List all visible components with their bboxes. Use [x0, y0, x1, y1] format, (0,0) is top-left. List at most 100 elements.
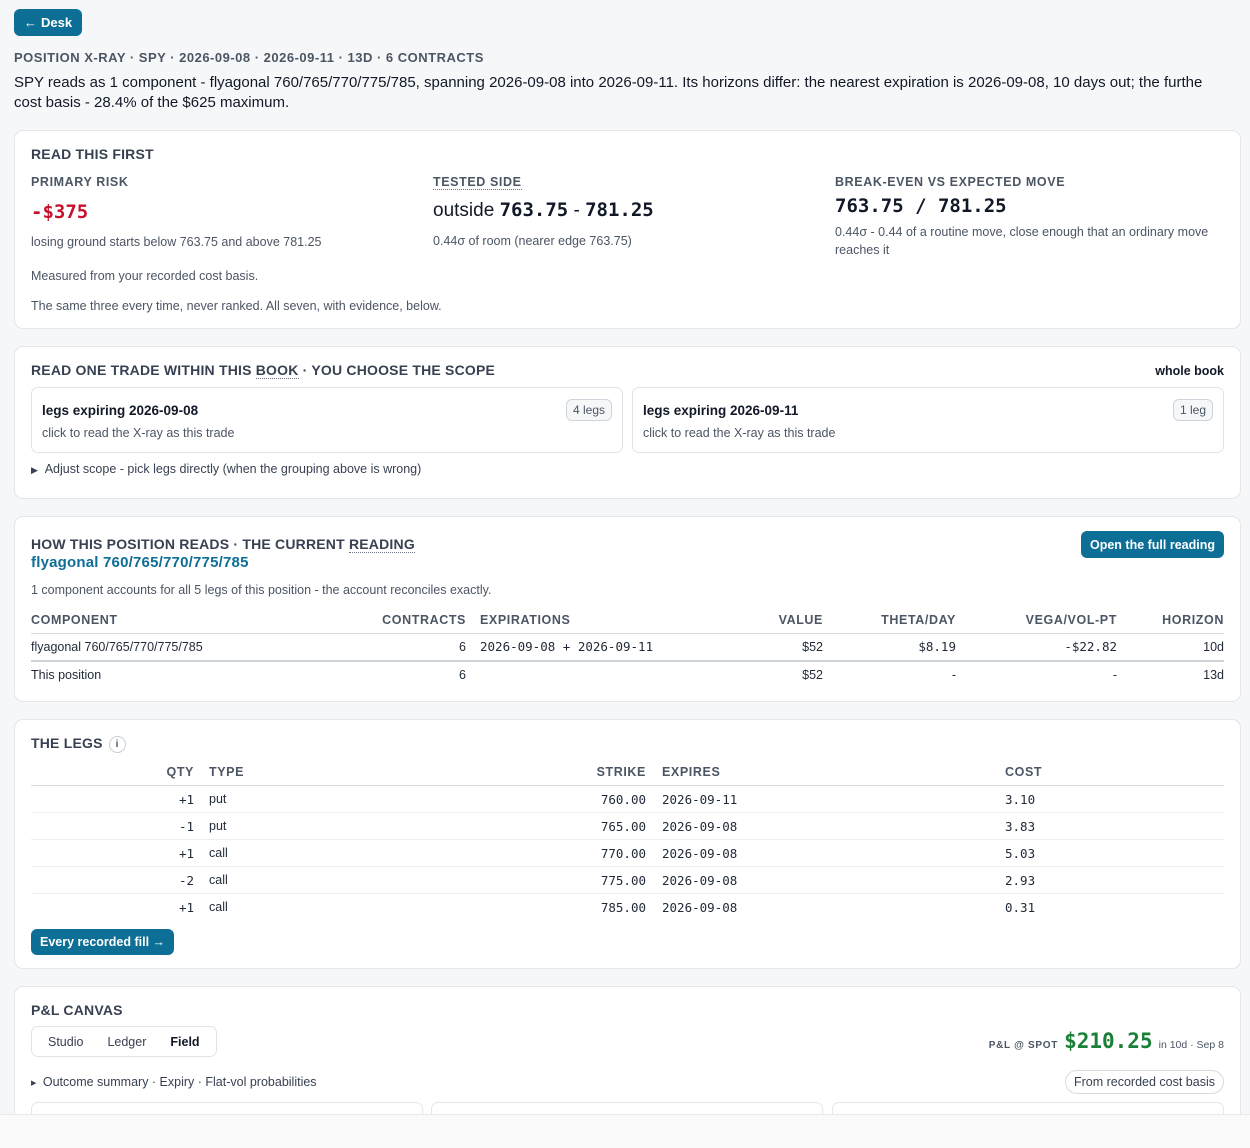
pnl-at-spot: P&L @ SPOT $210.25 in 10d · Sep 8 — [989, 1029, 1224, 1053]
scope-option-0908[interactable]: legs expiring 2026-09-08 click to read t… — [31, 387, 623, 453]
total-horizon-cell: 13d — [1203, 667, 1224, 682]
leg-row[interactable]: +1 call 785.00 2026-09-08 0.31 — [31, 894, 1224, 921]
breakeven-note: 0.44σ - 0.44 of a routine move, close en… — [835, 225, 1209, 257]
whole-book-link[interactable]: whole book — [1155, 364, 1224, 378]
adjust-scope-toggle[interactable]: ▶ Adjust scope - pick legs directly (whe… — [31, 462, 421, 476]
adjust-scope-label: Adjust scope - pick legs directly (when … — [44, 462, 422, 476]
cost-basis-chip[interactable]: From recorded cost basis — [1064, 1070, 1224, 1094]
info-icon[interactable]: i — [108, 736, 126, 753]
strike-cell: 785.00 — [600, 899, 646, 915]
col-qty: QTY — [31, 765, 194, 786]
qty-cell: +1 — [31, 839, 194, 867]
legs-table: QTY TYPE STRIKE EXPIRES COST +1 put 760.… — [31, 765, 1224, 921]
pnl-spot-when: in 10d · Sep 8 — [1158, 1039, 1224, 1051]
expires-cell: 2026-09-11 — [646, 785, 1005, 813]
scope-title-a: READ ONE TRADE WITHIN THIS — [31, 362, 252, 378]
total-row: This position 6 $52 - - 13d — [31, 661, 1224, 688]
scope-option-0911[interactable]: legs expiring 2026-09-11 click to read t… — [632, 387, 1224, 453]
tab-field[interactable]: Field — [170, 1034, 200, 1049]
tab-studio[interactable]: Studio — [48, 1034, 84, 1049]
scope-title: READ ONE TRADE WITHIN THIS BOOK · YOU CH… — [31, 362, 495, 379]
reading-card: HOW THIS POSITION READS · THE CURRENT RE… — [14, 516, 1241, 702]
strike-cell: 760.00 — [584, 785, 646, 813]
cost-cell: 0.31 — [1005, 899, 1036, 915]
tested-side-prefix: outside — [433, 200, 495, 221]
strike-cell: 765.00 — [584, 812, 646, 840]
qty-cell: +1 — [31, 785, 194, 813]
primary-risk-value: -$375 — [31, 201, 89, 223]
scope-title-book[interactable]: BOOK — [255, 362, 299, 379]
primary-risk-label: PRIMARY RISK — [31, 175, 129, 189]
type-cell: call — [194, 839, 584, 867]
vega-cell: -$22.82 — [956, 633, 1117, 662]
tab-ledger[interactable]: Ledger — [107, 1034, 147, 1049]
tested-side-block: TESTED SIDE outside 763.75 - 781.25 0.44… — [433, 175, 813, 250]
primary-risk-block: PRIMARY RISK -$375 losing ground starts … — [31, 175, 411, 251]
scope-option-title: legs expiring 2026-09-08 — [42, 403, 199, 418]
reading-structure-link[interactable]: flyagonal 760/765/770/775/785 — [31, 554, 249, 571]
arrow-left-icon: ← — [24, 15, 37, 30]
pnl-canvas-title: P&L CANVAS — [31, 1002, 123, 1018]
read-first-title: READ THIS FIRST — [31, 146, 154, 162]
value-cell: $52 — [686, 633, 823, 662]
reading-title: HOW THIS POSITION READS · THE CURRENT RE… — [31, 536, 415, 553]
type-cell: put — [194, 785, 584, 813]
open-full-reading-button[interactable]: Open the full reading — [1080, 531, 1224, 558]
tested-side-value: outside 763.75 - 781.25 — [433, 199, 813, 222]
expires-cell: 2026-09-08 — [646, 866, 1005, 894]
components-table: COMPONENT CONTRACTS EXPIRATIONS VALUE TH… — [31, 613, 1224, 688]
bottom-fade-overlay — [0, 1114, 1250, 1148]
type-cell: call — [209, 900, 228, 915]
outcome-summary-toggle[interactable]: ▶ Outcome summary · Expiry · Flat-vol pr… — [31, 1075, 317, 1089]
total-component-cell: This position — [31, 667, 102, 682]
col-expirations: EXPIRATIONS — [466, 613, 686, 634]
expires-cell: 2026-09-08 — [646, 812, 1005, 840]
theta-cell: $8.19 — [823, 633, 956, 662]
back-to-desk-button[interactable]: ← Desk — [14, 9, 83, 36]
read-first-card: READ THIS FIRST PRIMARY RISK -$375 losin… — [14, 130, 1241, 329]
legs-card: THE LEGS i QTY TYPE STRIKE EXPIRES COST +… — [14, 719, 1241, 969]
leg-row[interactable]: -2 call 775.00 2026-09-08 2.93 — [31, 866, 1224, 894]
leg-row[interactable]: +1 put 760.00 2026-09-11 3.10 — [31, 785, 1224, 813]
every-recorded-fill-button[interactable]: Every recorded fill → — [31, 929, 175, 955]
horizon-cell: 10d — [1117, 633, 1224, 662]
col-expires: EXPIRES — [646, 765, 1005, 786]
total-theta-cell: - — [951, 667, 956, 682]
type-cell: call — [194, 866, 584, 894]
qty-cell: -1 — [31, 812, 194, 840]
cost-cell: 2.93 — [1005, 866, 1224, 894]
cost-cell: 3.10 — [1005, 785, 1224, 813]
cost-cell: 3.83 — [1005, 812, 1224, 840]
outcome-summary-label: Outcome summary · Expiry · Flat-vol prob… — [42, 1075, 317, 1089]
col-strike: STRIKE — [584, 765, 646, 786]
scope-option-subtitle: click to read the X-ray as this trade — [42, 426, 235, 440]
tested-side-high: 781.25 — [585, 199, 654, 221]
tested-side-label[interactable]: TESTED SIDE — [433, 175, 522, 190]
component-cell: flyagonal 760/765/770/775/785 — [31, 633, 366, 662]
back-to-desk-label: Desk — [41, 15, 73, 30]
leg-count-badge: 4 legs — [565, 399, 612, 421]
summary-line-1: SPY reads as 1 component - flyagonal 760… — [14, 74, 1203, 91]
col-cost: COST — [1005, 765, 1224, 786]
reading-title-reading[interactable]: READING — [348, 536, 415, 553]
col-theta: THETA/DAY — [823, 613, 956, 634]
scope-option-subtitle: click to read the X-ray as this trade — [643, 426, 836, 440]
leg-count-badge: 1 leg — [1172, 399, 1213, 421]
expires-cell: 2026-09-08 — [646, 839, 1005, 867]
total-contracts-cell: 6 — [459, 667, 466, 682]
breakeven-block: BREAK-EVEN VS EXPECTED MOVE 763.75 / 781… — [835, 175, 1215, 259]
reading-title-a: HOW THIS POSITION READS · THE CURRENT — [31, 536, 345, 552]
col-value: VALUE — [686, 613, 823, 634]
breakeven-label: BREAK-EVEN VS EXPECTED MOVE — [835, 175, 1066, 189]
leg-row[interactable]: -1 put 765.00 2026-09-08 3.83 — [31, 812, 1224, 840]
col-horizon: HORIZON — [1117, 613, 1224, 634]
reading-note: 1 component accounts for all 5 legs of t… — [31, 583, 492, 597]
qty-cell: +1 — [178, 899, 194, 915]
strike-cell: 770.00 — [584, 839, 646, 867]
table-row[interactable]: flyagonal 760/765/770/775/785 6 2026-09-… — [31, 633, 1224, 662]
type-cell: put — [194, 812, 584, 840]
leg-row[interactable]: +1 call 770.00 2026-09-08 5.03 — [31, 839, 1224, 867]
tested-side-note: 0.44σ of room (nearer edge 763.75) — [433, 234, 632, 248]
position-summary: SPY reads as 1 component - flyagonal 760… — [14, 73, 1250, 113]
triangle-right-icon: ▶ — [31, 1080, 37, 1087]
